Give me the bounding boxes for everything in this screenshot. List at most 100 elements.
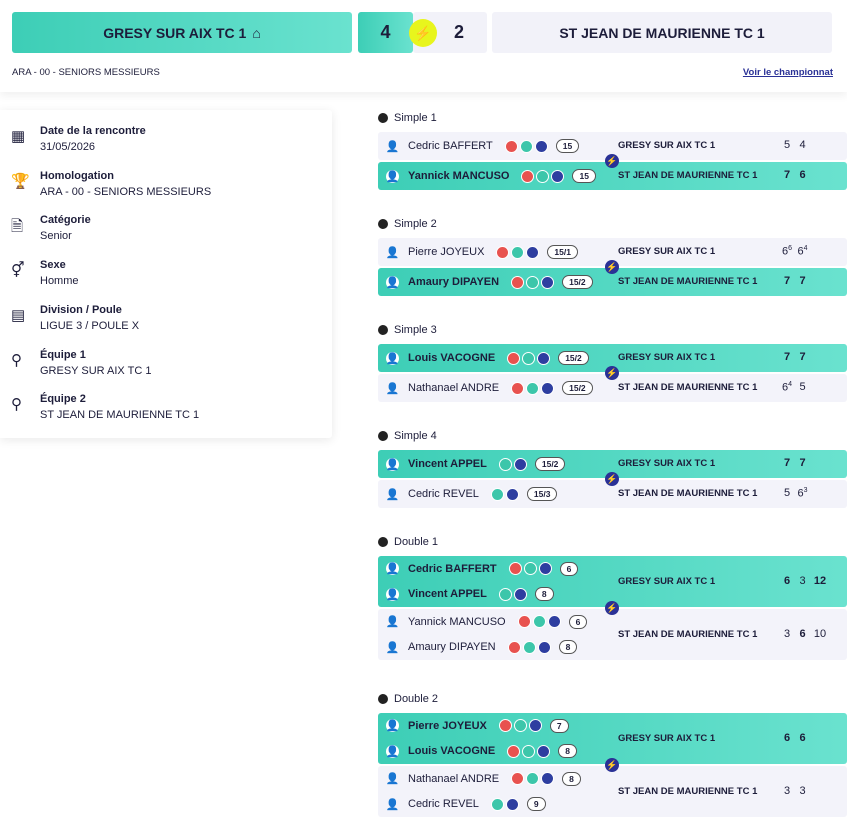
avatar: 👤 [385, 798, 400, 811]
badge [508, 562, 522, 576]
player-name: Nathanael ANDRE [408, 382, 500, 394]
match-title: Double 1 [378, 536, 438, 548]
player-rank: 15/2 [562, 275, 593, 289]
badge [498, 457, 512, 471]
team-name: ST JEAN DE MAURIENNE TC 1 [618, 785, 758, 797]
score: 10 [813, 628, 827, 640]
away-team[interactable]: ST JEAN DE MAURIENNE TC 1 [492, 12, 832, 53]
badge [541, 275, 555, 289]
home-score: 4 [358, 12, 413, 53]
badge [523, 562, 537, 576]
score: 7 [780, 275, 794, 287]
score: 7 [796, 457, 810, 469]
match-row[interactable]: 👤 Yannick MANCUSO 6 👤 Amaury DIPAYEN 8 ST JEAN… [378, 609, 847, 660]
info-item: Sexe Homme [40, 259, 79, 287]
player-rank: 6 [559, 561, 579, 576]
team-name: ST JEAN DE MAURIENNE TC 1 [618, 276, 758, 287]
score: 12 [813, 575, 827, 587]
team-name: GRESY SUR AIX TC 1 [618, 246, 716, 257]
match-row[interactable]: 👤 Nathanael ANDRE 8 👤 Cedric REVEL 9 ST JEAN D… [378, 766, 847, 817]
championship-link[interactable]: Voir le championnat [742, 67, 833, 78]
badge [505, 487, 519, 501]
games: 3 [783, 784, 791, 797]
badge [522, 640, 536, 654]
info-icon: ▦ [11, 128, 26, 145]
team-name: ST JEAN DE MAURIENNE TC 1 [618, 170, 758, 181]
player-rank: 15/2 [562, 381, 593, 395]
match-title-text: Double 1 [394, 536, 439, 548]
score: 4 [796, 139, 810, 151]
player: 👤 Louis VACOGNE 8 [378, 739, 577, 765]
games: 7 [783, 275, 791, 287]
games: 6 [783, 731, 791, 744]
player-rank: 8 [558, 640, 578, 655]
team-name: GRESY SUR AIX TC 1 [618, 140, 716, 151]
match-row[interactable]: 👤 Cedric BAFFERT 6 👤 Vincent APPEL 8 GRESY SUR… [378, 556, 847, 607]
score: 7 [796, 351, 810, 363]
badge [511, 381, 525, 395]
info-label: Catégorie [40, 214, 91, 227]
player-name: Cedric BAFFERT [408, 562, 497, 575]
player: 👤 Amaury DIPAYEN 15/2 [378, 268, 593, 296]
info-icon: 🏆 [11, 172, 30, 190]
player: 👤 Vincent APPEL 8 [378, 582, 554, 608]
avatar: 👤 [385, 246, 400, 259]
ball-icon [378, 537, 388, 547]
badge [507, 640, 521, 654]
player: 👤 Yannick MANCUSO 15 [378, 162, 596, 190]
info-icon: ▤ [11, 306, 26, 324]
badge [522, 351, 536, 365]
player-name: Cedric REVEL [408, 798, 479, 811]
games: 6 [797, 487, 804, 500]
match-row[interactable]: 👤 Pierre JOYEUX 7 👤 Louis VACOGNE 8 GRESY SUR … [378, 713, 847, 764]
info-item: Catégorie Senior [40, 214, 91, 242]
info-icon: ⚲ [11, 396, 22, 414]
badge [547, 615, 561, 629]
games: 7 [783, 169, 791, 181]
avatar: 👤 [385, 457, 400, 471]
player-rank: 15/1 [547, 245, 578, 259]
vs-bolt: ⚡ [605, 758, 619, 772]
badge [511, 772, 525, 786]
games: 7 [783, 457, 791, 469]
badge [537, 640, 551, 654]
info-value: Senior [40, 230, 72, 243]
info-value: GRESY SUR AIX TC 1 [40, 364, 152, 377]
score: 5 [796, 381, 810, 393]
info-item: Équipe 2 ST JEAN DE MAURIENNE TC 1 [40, 393, 199, 421]
games: 6 [799, 731, 806, 744]
info-item: Équipe 1 GRESY SUR AIX TC 1 [40, 349, 151, 377]
ball-icon [378, 219, 388, 229]
player-name: Yannick MANCUSO [408, 170, 510, 182]
badge [528, 719, 542, 733]
match-title-text: Simple 4 [394, 430, 437, 442]
vs-icon: ⚡ [409, 19, 437, 47]
ball-icon [378, 694, 388, 704]
player-name: Cedric REVEL [408, 488, 479, 500]
away-team-name: ST JEAN DE MAURIENNE TC 1 [559, 24, 765, 41]
team-name: GRESY SUR AIX TC 1 [618, 732, 716, 744]
home-team-box[interactable]: GRESY SUR AIX TC 1 ⌂ [12, 12, 352, 53]
player-name: Louis VACOGNE [408, 352, 496, 364]
badge [526, 245, 540, 259]
home-team: GRESY SUR AIX TC 1 [103, 24, 247, 41]
player-name: Louis VACOGNE [408, 745, 496, 758]
match-title: Simple 1 [378, 112, 437, 124]
badge [536, 169, 550, 183]
avatar: 👤 [385, 351, 400, 365]
player-rank: 8 [562, 771, 581, 786]
player: 👤 Vincent APPEL 15/2 [378, 450, 566, 478]
badge [504, 139, 518, 153]
ball-icon [378, 431, 388, 441]
info-label: Division / Poule [40, 303, 122, 316]
info-label: Date de la rencontre [40, 125, 146, 137]
games: 7 [799, 457, 806, 469]
games: 7 [783, 351, 791, 363]
player-rank: 15/3 [526, 487, 558, 501]
tiebreak: 4 [803, 245, 808, 252]
player: 👤 Cedric REVEL 15/3 [378, 480, 558, 508]
player-rank: 15 [572, 169, 596, 183]
games: 7 [799, 351, 806, 363]
